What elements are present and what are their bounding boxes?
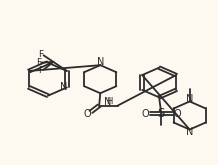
Text: O: O bbox=[142, 109, 149, 119]
Text: O: O bbox=[83, 109, 91, 119]
Text: H: H bbox=[106, 98, 113, 106]
Text: N: N bbox=[97, 57, 104, 67]
Text: S: S bbox=[158, 107, 165, 120]
Text: F: F bbox=[38, 66, 43, 75]
Text: F: F bbox=[36, 58, 41, 67]
Text: N: N bbox=[186, 128, 193, 137]
Text: N: N bbox=[186, 94, 193, 103]
Text: O: O bbox=[173, 109, 181, 119]
Text: F: F bbox=[38, 50, 43, 59]
Text: N: N bbox=[60, 82, 68, 92]
Text: N: N bbox=[104, 97, 111, 107]
